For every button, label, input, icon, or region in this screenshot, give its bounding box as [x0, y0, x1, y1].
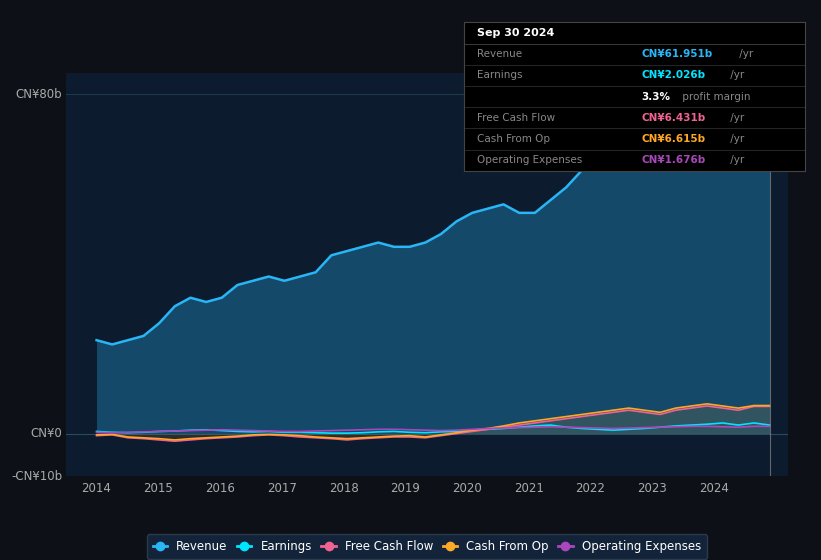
Text: -CN¥10b: -CN¥10b [11, 469, 62, 483]
Text: Earnings: Earnings [478, 71, 523, 81]
Text: CN¥80b: CN¥80b [16, 87, 62, 101]
Text: CN¥0: CN¥0 [30, 427, 62, 440]
Text: CN¥6.615b: CN¥6.615b [641, 134, 705, 144]
Text: 3.3%: 3.3% [641, 92, 670, 101]
Text: CN¥2.026b: CN¥2.026b [641, 71, 705, 81]
Legend: Revenue, Earnings, Free Cash Flow, Cash From Op, Operating Expenses: Revenue, Earnings, Free Cash Flow, Cash … [147, 534, 707, 559]
Text: CN¥1.676b: CN¥1.676b [641, 155, 705, 165]
Text: CN¥61.951b: CN¥61.951b [641, 49, 713, 59]
Text: Sep 30 2024: Sep 30 2024 [478, 28, 555, 38]
Text: Revenue: Revenue [478, 49, 523, 59]
Text: /yr: /yr [727, 134, 744, 144]
Text: /yr: /yr [727, 113, 744, 123]
Text: Free Cash Flow: Free Cash Flow [478, 113, 556, 123]
Text: /yr: /yr [727, 155, 744, 165]
Text: /yr: /yr [736, 49, 754, 59]
Text: Operating Expenses: Operating Expenses [478, 155, 583, 165]
Text: CN¥6.431b: CN¥6.431b [641, 113, 705, 123]
Text: Cash From Op: Cash From Op [478, 134, 551, 144]
Text: /yr: /yr [727, 71, 744, 81]
Text: profit margin: profit margin [679, 92, 750, 101]
